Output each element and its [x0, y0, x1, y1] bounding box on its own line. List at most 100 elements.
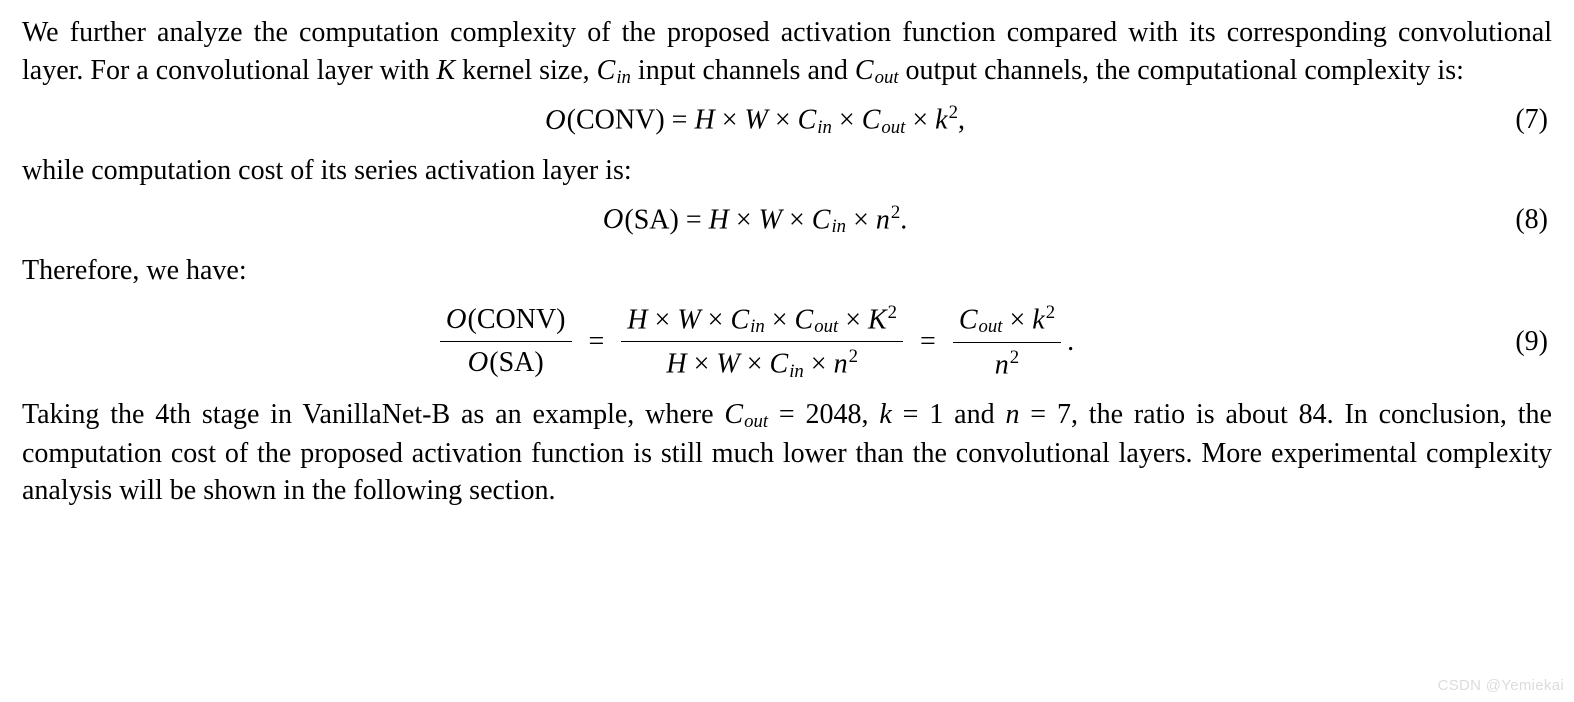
equation-8-number: (8): [1488, 201, 1552, 239]
eq9-fl-den-O: O: [468, 347, 490, 378]
eq9-fm-H: H: [627, 304, 647, 335]
eq9-fm-Cout-sub: out: [813, 316, 838, 337]
eq9-fm-W2: W: [716, 349, 739, 380]
eq9-fm-t4: ×: [838, 304, 868, 335]
eq9-fm-K: K: [868, 304, 887, 335]
eq9-fm-t5: ×: [687, 349, 717, 380]
eq9-fm-t2: ×: [701, 304, 731, 335]
eq9-fr-num: Cout × k2: [953, 300, 1061, 343]
eq9-period: .: [1065, 323, 1074, 361]
eq9-fl-num-label: (CONV): [468, 304, 566, 335]
p1-text-c: input channels and: [631, 55, 855, 86]
eq8-label: (SA): [624, 204, 678, 235]
eq8-t1: ×: [729, 204, 759, 235]
eq9-fr-Cout-C: C: [959, 304, 978, 335]
eq8-bigO: O: [603, 204, 625, 235]
eq7-Cin-C: C: [798, 105, 817, 136]
equation-7-number: (7): [1488, 101, 1552, 139]
paragraph-1: We further analyze the computation compl…: [22, 14, 1552, 90]
eq8-period: .: [900, 204, 907, 235]
equation-7-body: O(CONV) = H × W × Cin × Cout × k2,: [22, 100, 1488, 140]
eq7-Cin-sub: in: [816, 117, 832, 138]
p4-text-c: = 1 and: [892, 399, 1006, 430]
eq9-fr-n-sup: 2: [1009, 347, 1019, 368]
eq9-fm-t3: ×: [765, 304, 795, 335]
p4-var-Cout-sub: out: [743, 411, 768, 432]
eq9-frac-mid: H × W × Cin × Cout × K2 H × W × Cin × n2: [621, 300, 903, 385]
eq7-comma: ,: [958, 105, 965, 136]
eq7-W: W: [744, 105, 767, 136]
eq9-fl-num-O: O: [446, 304, 468, 335]
eq9-fm-K-sup: 2: [887, 302, 897, 323]
eq9-fm-t7: ×: [804, 349, 834, 380]
p1-text-b: kernel size,: [455, 55, 597, 86]
eq9-fm-n: n: [834, 349, 848, 380]
eq9-fm-H2: H: [666, 349, 686, 380]
eq9-fr-k-sup: 2: [1045, 302, 1055, 323]
p1-var-Cout-sub: out: [874, 67, 899, 88]
eq9-fm-Cout-C: C: [795, 304, 814, 335]
watermark: CSDN @Yemiekai: [1438, 676, 1564, 696]
eq7-t3: ×: [832, 105, 862, 136]
eq9-fm-Cin2-C: C: [770, 349, 789, 380]
eq9-fm-num: H × W × Cin × Cout × K2: [621, 300, 903, 343]
eq9-fr-n: n: [995, 349, 1009, 380]
eq9-fm-Cin2-sub: in: [788, 361, 804, 382]
equation-7: O(CONV) = H × W × Cin × Cout × k2, (7): [22, 100, 1552, 140]
eq7-k: k: [935, 105, 947, 136]
eq8-W: W: [759, 204, 782, 235]
eq9-fr-Cout-sub: out: [978, 316, 1003, 337]
eq9-fm-t6: ×: [740, 349, 770, 380]
eq9-frac-right: Cout × k2 n2: [953, 300, 1061, 384]
eq7-bigO: O: [545, 105, 567, 136]
eq9-eq2: =: [914, 323, 942, 361]
eq8-n-sup: 2: [890, 202, 900, 223]
eq8-n: n: [876, 204, 890, 235]
eq9-fl-den: O(SA): [440, 342, 572, 383]
eq9-fr-t1: ×: [1003, 304, 1033, 335]
eq9-fm-n-sup: 2: [848, 346, 858, 367]
eq9-fl-den-label: (SA): [489, 347, 543, 378]
p4-var-k: k: [879, 399, 891, 430]
p4-var-n: n: [1005, 399, 1019, 430]
p1-var-Cin-C: C: [597, 55, 616, 86]
p1-var-K: K: [436, 55, 455, 86]
eq7-Cout-sub: out: [880, 117, 905, 138]
eq7-Cout-C: C: [862, 105, 881, 136]
eq9-fm-Cin-C: C: [730, 304, 749, 335]
eq9-eq1: =: [583, 323, 611, 361]
p1-var-Cin-sub: in: [615, 67, 631, 88]
eq9-fm-W: W: [677, 304, 700, 335]
eq7-t4: ×: [905, 105, 935, 136]
eq7-eq: =: [665, 105, 695, 136]
eq7-k-sup: 2: [948, 102, 958, 123]
eq8-H: H: [709, 204, 729, 235]
eq9-fr-den: n2: [953, 343, 1061, 384]
equation-8-body: O(SA) = H × W × Cin × n2.: [22, 200, 1488, 240]
eq9-frac-left: O(CONV) O(SA): [440, 301, 572, 383]
eq8-Cin-sub: in: [830, 216, 846, 237]
equation-9: O(CONV) O(SA) = H × W × Cin × Cout × K2 …: [22, 300, 1552, 385]
eq9-fm-den: H × W × Cin × n2: [621, 342, 903, 384]
equation-8: O(SA) = H × W × Cin × n2. (8): [22, 200, 1552, 240]
eq7-H: H: [694, 105, 714, 136]
eq8-t2: ×: [782, 204, 812, 235]
eq9-fm-Cin-sub: in: [749, 316, 765, 337]
eq7-label: (CONV): [567, 105, 665, 136]
p1-text-d: output channels, the computational compl…: [899, 55, 1464, 86]
eq8-Cin-C: C: [812, 204, 831, 235]
eq8-eq: =: [679, 204, 709, 235]
eq9-fm-t1: ×: [648, 304, 678, 335]
p4-var-Cout-C: C: [724, 399, 743, 430]
paragraph-4: Taking the 4th stage in VanillaNet-B as …: [22, 396, 1552, 510]
eq8-t3: ×: [846, 204, 876, 235]
paper-excerpt: We further analyze the computation compl…: [0, 0, 1574, 702]
paragraph-3: Therefore, we have:: [22, 252, 1552, 290]
eq9-fl-num: O(CONV): [440, 301, 572, 343]
p4-text-b: = 2048,: [768, 399, 879, 430]
eq7-t2: ×: [768, 105, 798, 136]
equation-9-body: O(CONV) O(SA) = H × W × Cin × Cout × K2 …: [22, 300, 1488, 385]
equation-9-number: (9): [1488, 323, 1552, 361]
eq7-t1: ×: [715, 105, 745, 136]
paragraph-2: while computation cost of its series act…: [22, 152, 1552, 190]
